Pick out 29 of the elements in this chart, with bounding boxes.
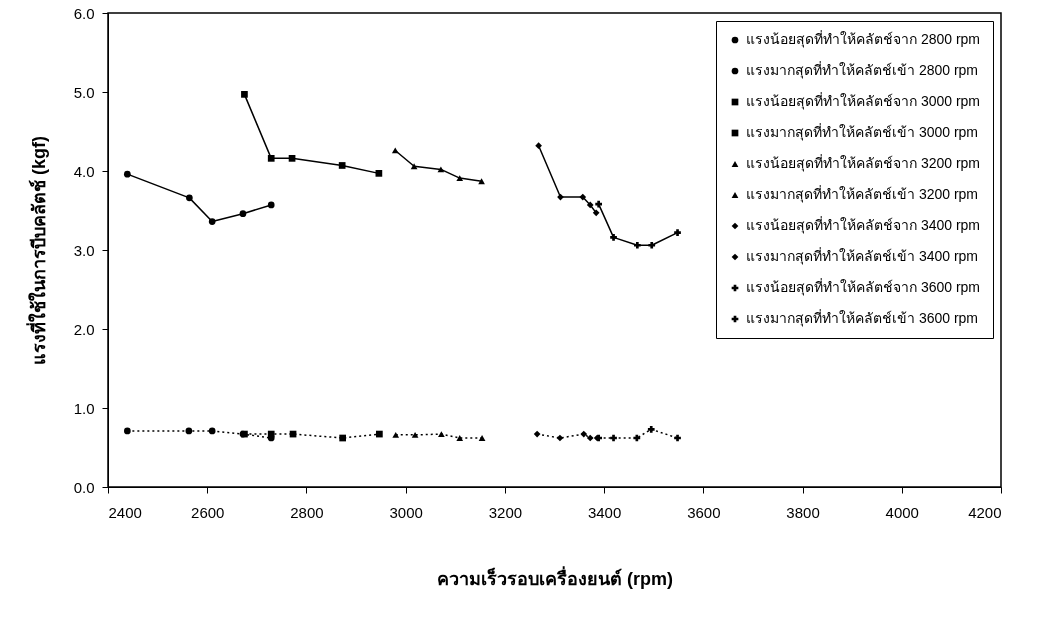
x-tick-label: 4000 bbox=[885, 503, 919, 521]
x-tick-label: 4200 bbox=[968, 503, 1002, 521]
legend-label: แรงมากสุดที่ทำให้คลัตช์เข้า 3400 rpm bbox=[746, 247, 979, 265]
y-tick-label: 1.0 bbox=[73, 399, 95, 417]
legend-label: แรงมากสุดที่ทำให้คลัตช์เข้า 3600 rpm bbox=[746, 309, 979, 327]
x-tick-label: 2800 bbox=[290, 503, 324, 521]
y-tick-label: 0.0 bbox=[73, 478, 95, 496]
legend-label: แรงน้อยสุดที่ทำให้คลัตช์จาก 3200 rpm bbox=[746, 154, 981, 172]
y-tick-label: 6.0 bbox=[73, 4, 95, 22]
legend-label: แรงมากสุดที่ทำให้คลัตช์เข้า 3200 rpm bbox=[746, 185, 979, 203]
legend-label: แรงน้อยสุดที่ทำให้คลัตช์จาก 3600 rpm bbox=[746, 278, 981, 296]
y-axis-title: แรงที่ใช้ในการบีบคลัตช์ (kgf) bbox=[25, 136, 49, 365]
x-tick-label: 3400 bbox=[587, 503, 622, 521]
legend-label: แรงน้อยสุดที่ทำให้คลัตช์จาก 3000 rpm bbox=[746, 92, 981, 110]
legend-label: แรงมากสุดที่ทำให้คลัตช์เข้า 2800 rpm bbox=[746, 61, 979, 79]
y-tick-label: 5.0 bbox=[73, 83, 95, 101]
x-tick-label: 3200 bbox=[488, 503, 523, 521]
legend-label: แรงน้อยสุดที่ทำให้คลัตช์จาก 3400 rpm bbox=[746, 216, 981, 234]
x-axis-title: ความเร็วรอบเครื่องยนต์ (rpm) bbox=[437, 565, 673, 589]
legend-label: แรงมากสุดที่ทำให้คลัตช์เข้า 3000 rpm bbox=[746, 123, 979, 141]
y-tick-label: 4.0 bbox=[73, 162, 95, 180]
y-tick-label: 2.0 bbox=[73, 320, 95, 338]
x-tick-label: 3000 bbox=[389, 503, 423, 521]
x-tick-label: 2600 bbox=[191, 503, 225, 521]
legend-label: แรงน้อยสุดที่ทำให้คลัตช์จาก 2800 rpm bbox=[746, 30, 981, 48]
x-tick-label: 3600 bbox=[687, 503, 721, 521]
x-tick-label: 3800 bbox=[786, 503, 820, 521]
x-tick-label: 2400 bbox=[108, 503, 142, 521]
y-tick-label: 3.0 bbox=[73, 241, 95, 259]
